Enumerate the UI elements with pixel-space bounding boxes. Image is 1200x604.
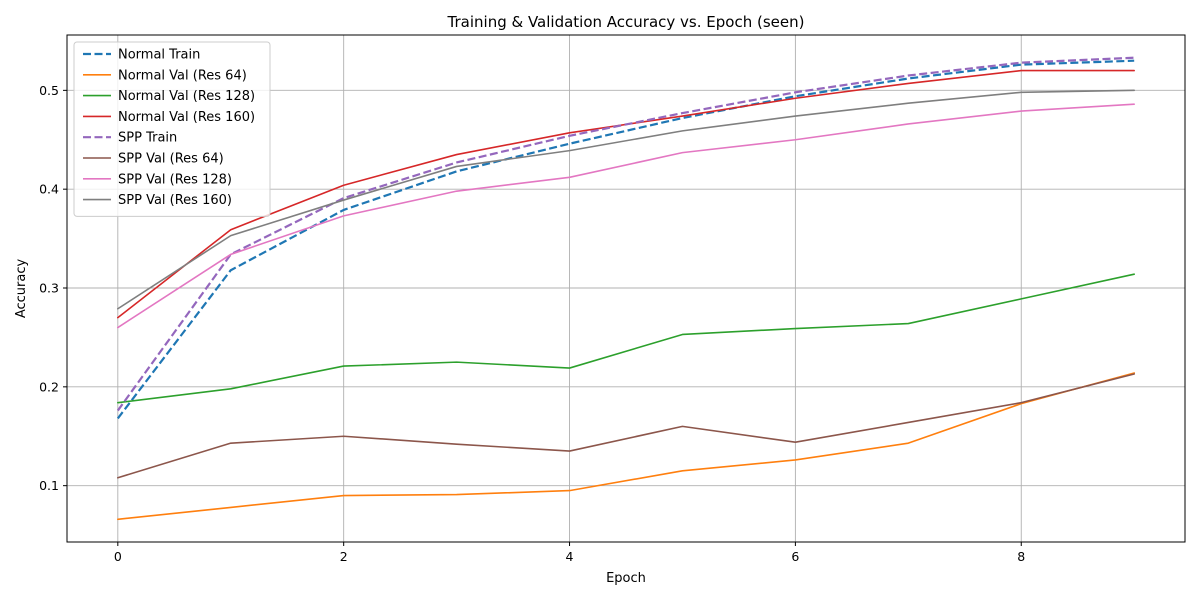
x-axis-ticks: 0 2 4 6 8 (114, 542, 1025, 564)
x-tick-label: 6 (791, 549, 799, 564)
y-tick-label: 0.2 (39, 379, 59, 394)
legend-label: SPP Val (Res 128) (118, 172, 232, 187)
legend-box (73, 41, 271, 217)
x-tick-label: 4 (566, 549, 574, 564)
y-axis-label: Accuracy (14, 259, 29, 319)
legend-label: Normal Val (Res 64) (118, 68, 247, 83)
legend-label: Normal Val (Res 128) (118, 89, 255, 104)
legend-label: Normal Val (Res 160) (118, 110, 255, 125)
series-lines (116, 56, 1135, 521)
x-tick-label: 8 (1017, 549, 1025, 564)
series-line-normal-val-res-128 (117, 273, 1135, 404)
grid (67, 35, 1185, 542)
legend-label: SPP Val (Res 64) (118, 152, 224, 167)
series-line-spp-val-res-128 (117, 103, 1135, 329)
legend-label: Normal Train (118, 48, 200, 63)
chart-title: Training & Validation Accuracy vs. Epoch… (447, 13, 805, 31)
y-tick-label: 0.3 (39, 281, 59, 296)
y-tick-label: 0.4 (39, 182, 59, 197)
legend: Normal Train Normal Val (Res 64) Normal Va… (73, 41, 271, 217)
legend-label: SPP Train (118, 131, 177, 146)
series-line-spp-val-res-64 (117, 373, 1135, 479)
x-tick-label: 0 (114, 549, 122, 564)
x-tick-label: 2 (340, 549, 348, 564)
legend-label: SPP Val (Res 160) (118, 193, 232, 208)
series-line-spp-val-res-160 (117, 89, 1135, 310)
series-line-normal-val-res-64 (117, 372, 1135, 521)
y-tick-label: 0.1 (39, 478, 59, 493)
x-axis-label: Epoch (606, 571, 646, 586)
series-line-spp-train (116, 56, 1135, 412)
y-axis-ticks: 0.1 0.2 0.3 0.4 0.5 (39, 83, 67, 493)
y-tick-label: 0.5 (39, 83, 59, 98)
